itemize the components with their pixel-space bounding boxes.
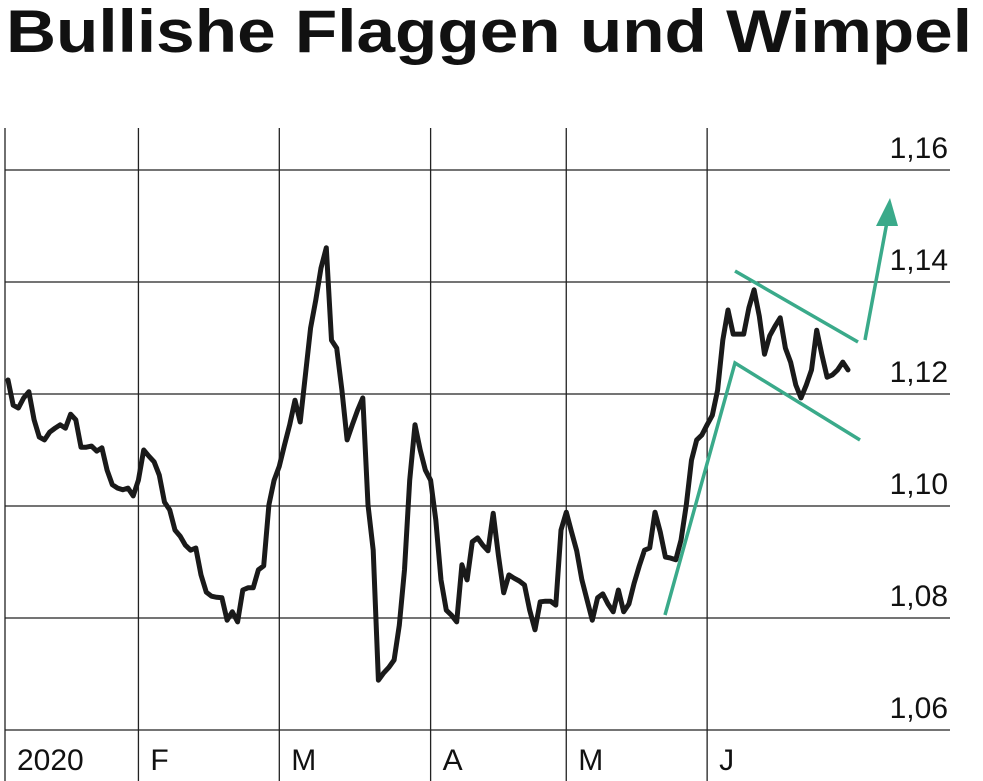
x-tick-label: M [578, 744, 603, 777]
y-tick-label: 1,14 [890, 244, 948, 277]
y-tick-label: 1,12 [890, 356, 948, 389]
y-tick-label: 1,10 [890, 468, 948, 501]
x-tick-label: M [291, 744, 316, 777]
y-tick-label: 1,06 [890, 692, 948, 725]
flag-lower-line [663, 360, 861, 616]
flag-upper-line [734, 269, 859, 344]
price-line [5, 245, 851, 683]
chart-title: Bullishe Flaggen und Wimpel [6, 0, 972, 65]
x-tick-label: 2020 [17, 744, 84, 777]
y-tick-label: 1,08 [890, 580, 948, 613]
x-tick-label: J [719, 744, 734, 777]
breakout-arrow [863, 221, 889, 341]
flag-annotation [663, 198, 898, 616]
arrow-head [876, 198, 898, 226]
y-tick-label: 1,16 [890, 132, 948, 165]
x-tick-label: A [443, 744, 463, 777]
x-tick-label: F [150, 744, 168, 777]
